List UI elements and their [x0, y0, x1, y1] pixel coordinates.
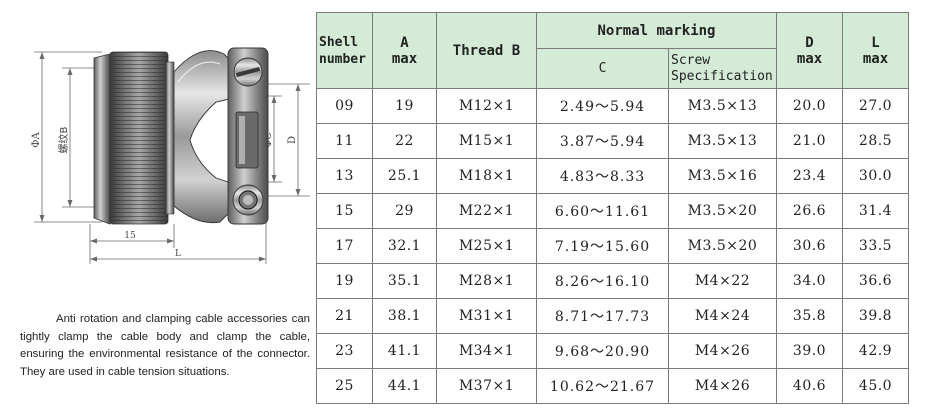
cell-l: 30.0	[842, 158, 909, 194]
cell-shell: 17	[316, 228, 373, 264]
cell-d: 40.6	[776, 368, 843, 404]
cell-shell: 25	[316, 368, 373, 404]
cell-shell: 13	[316, 158, 373, 194]
cell-a: 41.1	[372, 333, 437, 369]
clamp-bar	[227, 47, 269, 225]
cell-shell: 09	[316, 88, 373, 124]
cell-screw: M4×22	[668, 263, 777, 299]
cell-screw: M4×24	[668, 298, 777, 334]
cell-screw: M4×26	[668, 368, 777, 404]
cell-a: 38.1	[372, 298, 437, 334]
cell-l: 28.5	[842, 123, 909, 159]
table-row: 25 44.1 M37×1 10.62～21.67 M4×26 40.6 45.…	[316, 368, 909, 404]
cell-shell: 23	[316, 333, 373, 369]
cell-screw: M3.5×16	[668, 158, 777, 194]
cell-a: 25.1	[372, 158, 437, 194]
cell-a: 19	[372, 88, 437, 124]
table-row: 09 19 M12×1 2.49～5.94 M3.5×13 20.0 27.0	[316, 88, 909, 124]
cell-d: 35.8	[776, 298, 843, 334]
cell-l: 27.0	[842, 88, 909, 124]
cell-d: 39.0	[776, 333, 843, 369]
cell-c: 3.87～5.94	[536, 123, 669, 159]
cell-a: 29	[372, 193, 437, 229]
table-row: 23 41.1 M34×1 9.68～20.90 M4×26 39.0 42.9	[316, 333, 909, 369]
cell-thread: M15×1	[436, 123, 537, 159]
dim-label-l: L	[175, 249, 181, 259]
cell-thread: M22×1	[436, 193, 537, 229]
cell-l: 31.4	[842, 193, 909, 229]
product-description: Anti rotation and clamping cable accesso…	[20, 311, 310, 381]
cell-a: 32.1	[372, 228, 437, 264]
cell-thread: M25×1	[436, 228, 537, 264]
header-screw-specification: Screw Specification	[668, 48, 777, 89]
table-row: 17 32.1 M25×1 7.19～15.60 M3.5×20 30.6 33…	[316, 228, 909, 264]
cell-thread: M34×1	[436, 333, 537, 369]
clamp-saddle	[173, 50, 235, 224]
cell-thread: M18×1	[436, 158, 537, 194]
table-row: 11 22 M15×1 3.87～5.94 M3.5×13 21.0 28.5	[316, 123, 909, 159]
cell-screw: M4×26	[668, 333, 777, 369]
header-thread-b: Thread B	[436, 12, 537, 89]
cell-thread: M12×1	[436, 88, 537, 124]
cell-d: 30.6	[776, 228, 843, 264]
cell-c: 7.19～15.60	[536, 228, 669, 264]
cell-d: 34.0	[776, 263, 843, 299]
cell-thread: M28×1	[436, 263, 537, 299]
clamp-screw-top	[233, 57, 263, 87]
cell-l: 45.0	[842, 368, 909, 404]
cell-c: 2.49～5.94	[536, 88, 669, 124]
cell-thread: M37×1	[436, 368, 537, 404]
cell-screw: M3.5×13	[668, 123, 777, 159]
cell-a: 22	[372, 123, 437, 159]
cell-shell: 19	[316, 263, 373, 299]
cell-c: 4.83～8.33	[536, 158, 669, 194]
cell-c: 8.26～16.10	[536, 263, 669, 299]
cell-screw: M3.5×13	[668, 88, 777, 124]
table-row: 13 25.1 M18×1 4.83～8.33 M3.5×16 23.4 30.…	[316, 158, 909, 194]
dim-label-15: 15	[124, 231, 136, 241]
cell-thread: M31×1	[436, 298, 537, 334]
cell-screw: M3.5×20	[668, 193, 777, 229]
cell-shell: 15	[316, 193, 373, 229]
dim-label-phi-c: ΦC	[263, 132, 274, 148]
cell-shell: 21	[316, 298, 373, 334]
cell-d: 21.0	[776, 123, 843, 159]
cell-c: 8.71～17.73	[536, 298, 669, 334]
header-shell-number: Shell number	[316, 12, 373, 89]
table-row: 21 38.1 M31×1 8.71～17.73 M4×24 35.8 39.8	[316, 298, 909, 334]
clamp-screw-bottom	[232, 184, 264, 216]
cell-l: 33.5	[842, 228, 909, 264]
cell-c: 6.60～11.61	[536, 193, 669, 229]
dim-label-thread-b: 螺纹B	[57, 126, 70, 153]
cell-c: 10.62～21.67	[536, 368, 669, 404]
header-normal-marking: Normal marking	[536, 12, 777, 49]
header-c: C	[536, 48, 669, 89]
cell-d: 23.4	[776, 158, 843, 194]
cell-d: 20.0	[776, 88, 843, 124]
cell-l: 36.6	[842, 263, 909, 299]
cell-d: 26.6	[776, 193, 843, 229]
dim-label-d: D	[287, 136, 298, 144]
table-row: 15 29 M22×1 6.60～11.61 M3.5×20 26.6 31.4	[316, 193, 909, 229]
description-text: Anti rotation and clamping cable accesso…	[20, 313, 310, 378]
dim-label-phi-a: ΦA	[31, 132, 42, 148]
cell-l: 39.8	[842, 298, 909, 334]
connector-accessory-drawing: ΦA 螺纹B ΦC D 15 L	[31, 47, 310, 264]
cell-c: 9.68～20.90	[536, 333, 669, 369]
cell-shell: 11	[316, 123, 373, 159]
cell-a: 35.1	[372, 263, 437, 299]
cell-a: 44.1	[372, 368, 437, 404]
cell-l: 42.9	[842, 333, 909, 369]
table-row: 19 35.1 M28×1 8.26～16.10 M4×22 34.0 36.6	[316, 263, 909, 299]
cell-screw: M3.5×20	[668, 228, 777, 264]
connector-body	[93, 51, 175, 225]
